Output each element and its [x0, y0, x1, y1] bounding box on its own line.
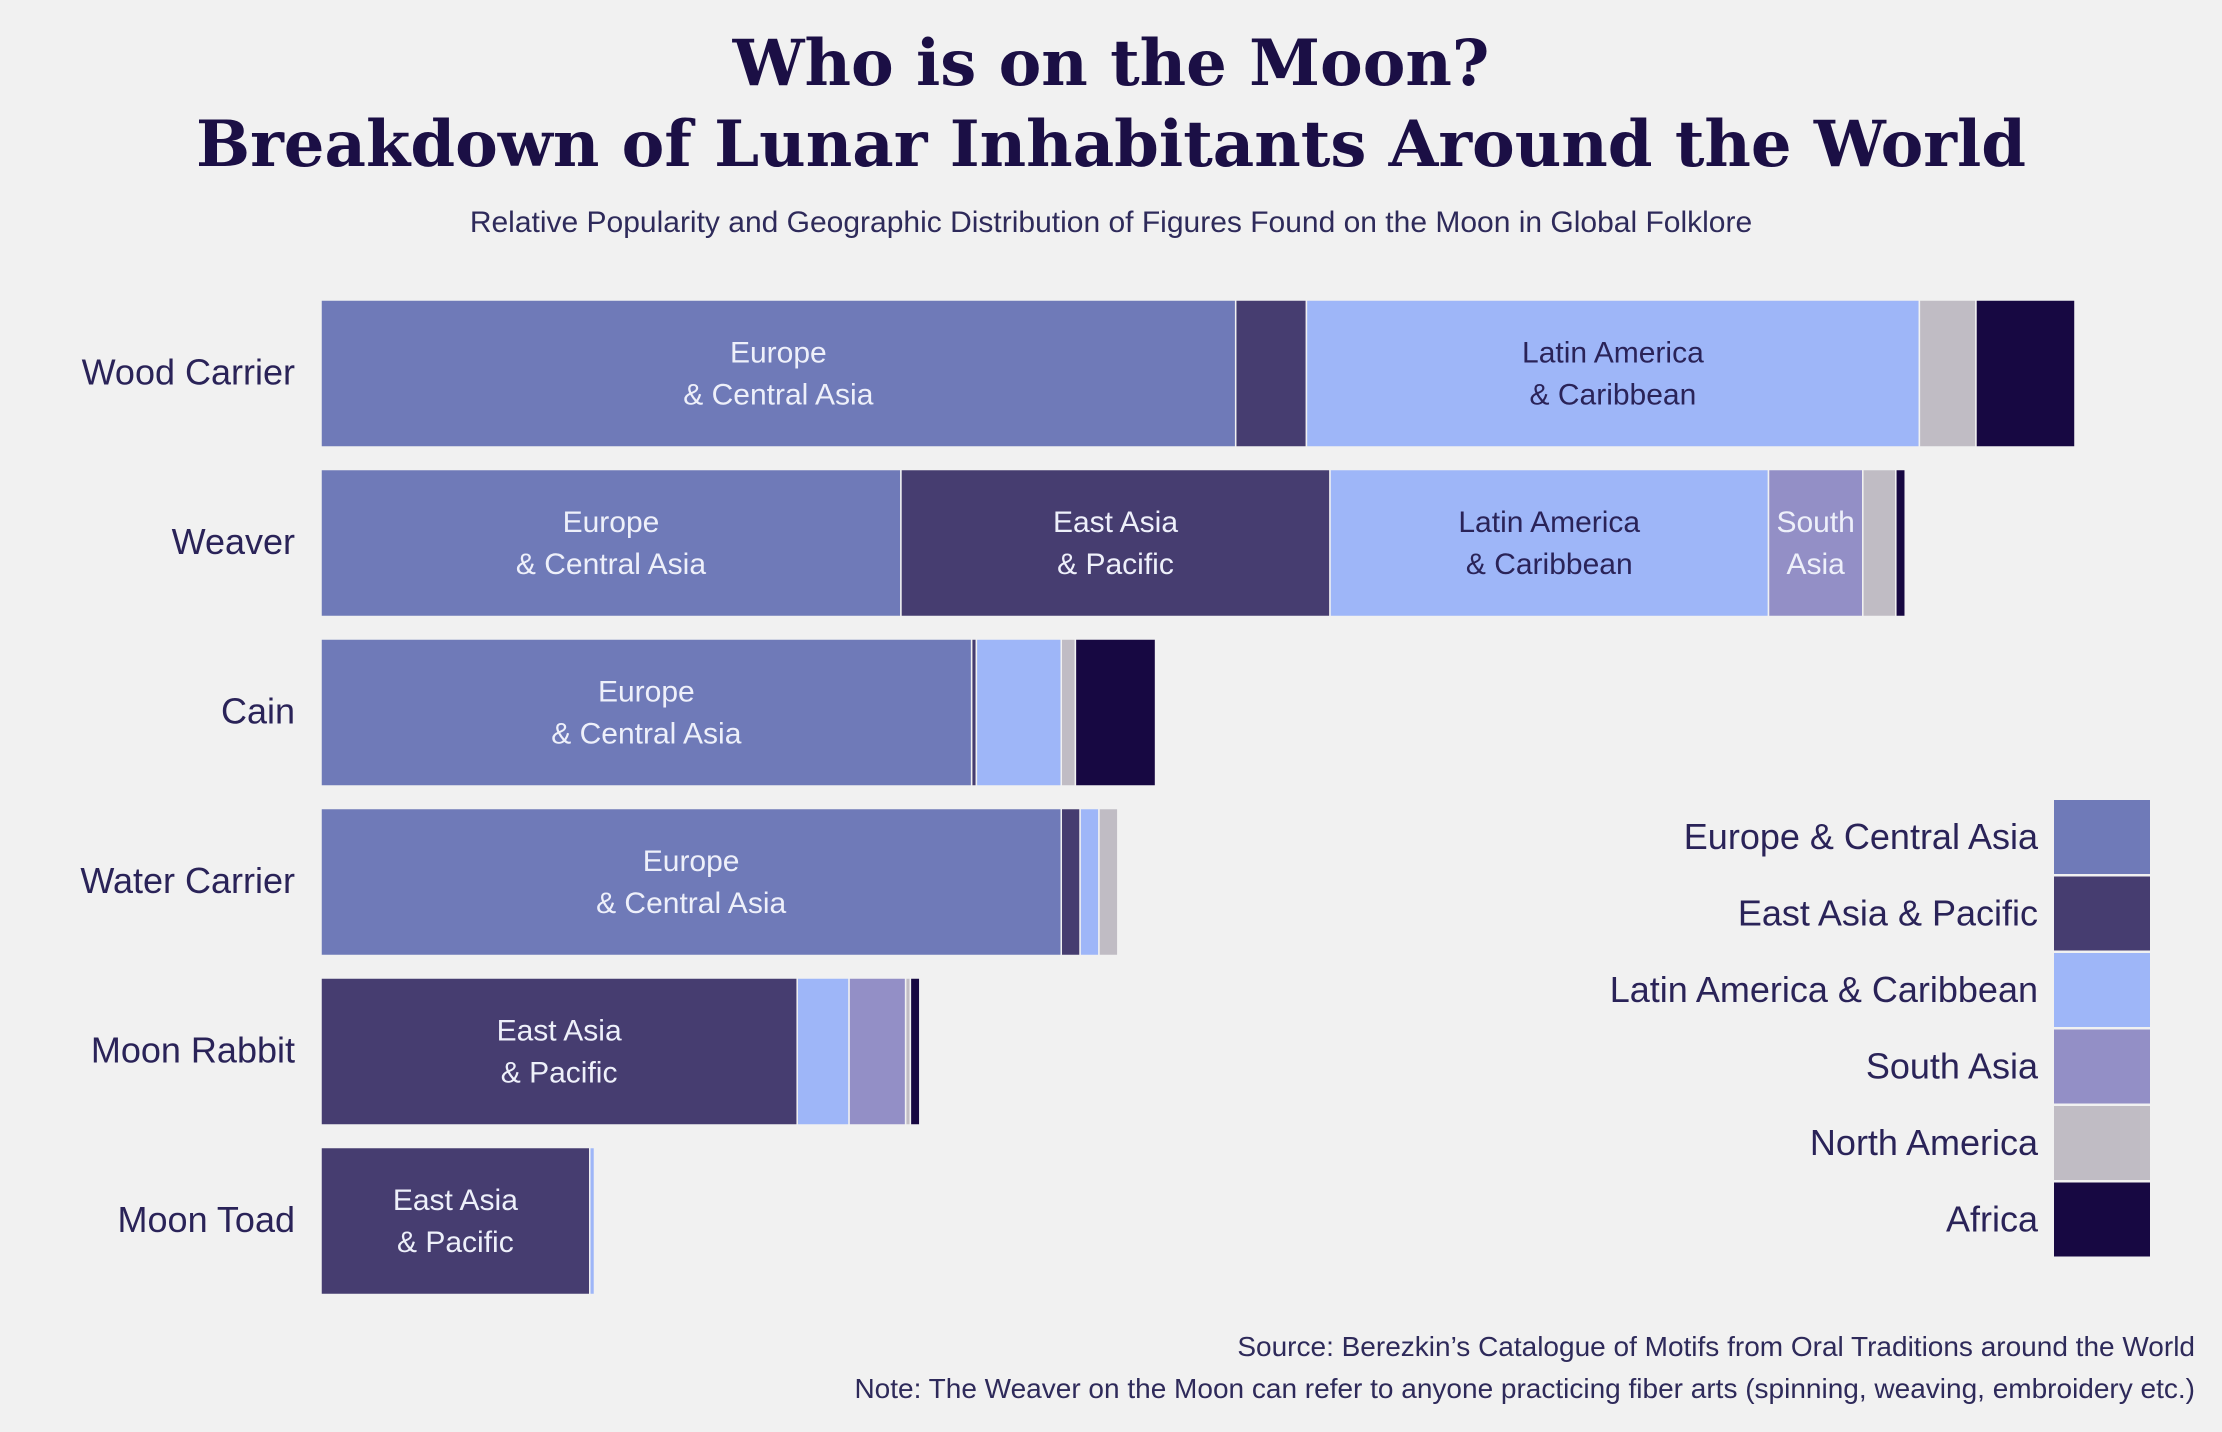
legend-swatch-south-asia: [2054, 1029, 2150, 1104]
bar-wood-carrier-europe-central-asia: [320, 299, 1237, 448]
segment-label-weaver-south-asia: Asia: [1786, 548, 1845, 581]
segment-label-weaver-latin-america-caribbean: & Caribbean: [1466, 548, 1633, 581]
bar-area: Europe & Central Asia Latin America & Carib…: [320, 299, 2076, 1296]
segment-label-water-carrier-europe-central-asia: Europe: [643, 845, 740, 878]
bar-moon-rabbit-east-asia-pacific: [320, 977, 798, 1126]
bar-wood-carrier-east-asia-pacific: [1234, 299, 1308, 448]
segment-label-wood-carrier-europe-central-asia: & Central Asia: [683, 379, 873, 412]
category-label-cain: Cain: [221, 691, 295, 732]
segment-label-weaver-east-asia-pacific: & Pacific: [1057, 548, 1174, 581]
segment-label-wood-carrier-latin-america-caribbean: Latin America: [1522, 337, 1704, 370]
bar-moon-rabbit-africa: [909, 977, 921, 1126]
legend-label-latin-america-caribbean: Latin America & Caribbean: [1610, 969, 2038, 1010]
segment-label-weaver-europe-central-asia: Europe: [563, 506, 660, 539]
bar-weaver-latin-america-caribbean: [1329, 468, 1770, 618]
bar-cain-north-america: [1060, 638, 1077, 787]
bar-cain-europe-central-asia: [320, 638, 973, 787]
bar-wood-carrier-latin-america-caribbean: [1305, 299, 1921, 448]
bar-wood-carrier-north-america: [1918, 299, 1977, 448]
segment-label-moon-rabbit-east-asia-pacific: East Asia: [497, 1015, 622, 1048]
segment-label-moon-toad-east-asia-pacific: East Asia: [393, 1184, 518, 1217]
bar-moon-toad-east-asia-pacific: [320, 1146, 591, 1296]
category-label-water-carrier: Water Carrier: [80, 860, 295, 901]
bar-weaver-east-asia-pacific: [900, 468, 1331, 618]
segment-label-water-carrier-europe-central-asia: & Central Asia: [596, 887, 786, 920]
bar-water-carrier-east-asia-pacific: [1060, 807, 1081, 957]
bar-weaver-africa: [1895, 468, 1906, 618]
category-label-wood-carrier: Wood Carrier: [82, 352, 295, 393]
category-label-moon-rabbit: Moon Rabbit: [91, 1030, 295, 1071]
segment-label-moon-toad-east-asia-pacific: & Pacific: [397, 1226, 514, 1259]
source-note: Source: Berezkin’s Catalogue of Motifs f…: [1237, 1331, 2195, 1362]
segment-label-weaver-east-asia-pacific: East Asia: [1053, 506, 1178, 539]
segment-label-wood-carrier-latin-america-caribbean: & Caribbean: [1530, 379, 1697, 412]
legend-swatch-latin-america-caribbean: [2054, 953, 2150, 1027]
legend-label-north-america: North America: [1810, 1122, 2039, 1163]
legend-label-europe-central-asia: Europe & Central Asia: [1684, 816, 2039, 857]
legend: Europe & Central Asia East Asia & Pacific…: [1610, 800, 2150, 1257]
bar-water-carrier-north-america: [1098, 807, 1119, 957]
legend-label-africa: Africa: [1946, 1199, 2039, 1240]
segment-label-cain-europe-central-asia: Europe: [598, 676, 695, 709]
chart-subtitle: Relative Popularity and Geographic Distr…: [470, 206, 1752, 239]
legend-label-south-asia: South Asia: [1866, 1046, 2039, 1087]
bar-weaver-south-asia: [1767, 468, 1864, 618]
bar-moon-rabbit-latin-america-caribbean: [796, 977, 850, 1126]
legend-label-east-asia-pacific: East Asia & Pacific: [1738, 893, 2038, 934]
bar-moon-toad-latin-america-caribbean: [589, 1146, 596, 1296]
segment-label-wood-carrier-europe-central-asia: Europe: [730, 337, 827, 370]
category-labels: Wood Carrier Weaver Cain Water Carrier Moon …: [80, 352, 295, 1241]
segment-label-weaver-south-asia: South: [1776, 506, 1854, 539]
legend-swatch-africa: [2054, 1182, 2150, 1257]
bar-wood-carrier-africa: [1975, 299, 2076, 448]
bar-moon-rabbit-south-asia: [848, 977, 907, 1126]
bar-water-carrier-europe-central-asia: [320, 807, 1063, 957]
legend-swatch-europe-central-asia: [2054, 800, 2150, 874]
category-label-moon-toad: Moon Toad: [118, 1199, 295, 1240]
chart-title-line-2: Breakdown of Lunar Inhabitants Around th…: [196, 107, 2026, 182]
segment-label-moon-rabbit-east-asia-pacific: & Pacific: [501, 1057, 618, 1090]
bar-cain-africa: [1074, 638, 1157, 787]
legend-swatch-east-asia-pacific: [2054, 876, 2150, 951]
segment-label-weaver-latin-america-caribbean: Latin America: [1458, 506, 1640, 539]
bar-cain-latin-america-caribbean: [975, 638, 1063, 787]
bar-weaver-europe-central-asia: [320, 468, 902, 618]
weaver-note: Note: The Weaver on the Moon can refer t…: [854, 1373, 2195, 1404]
chart-title-line-1: Who is on the Moon?: [732, 26, 1490, 101]
legend-swatch-north-america: [2054, 1106, 2150, 1180]
bar-weaver-north-america: [1862, 468, 1897, 618]
segment-label-cain-europe-central-asia: & Central Asia: [551, 718, 741, 751]
segment-label-weaver-europe-central-asia: & Central Asia: [516, 548, 706, 581]
bar-water-carrier-latin-america-caribbean: [1079, 807, 1100, 957]
category-label-weaver: Weaver: [172, 521, 295, 562]
